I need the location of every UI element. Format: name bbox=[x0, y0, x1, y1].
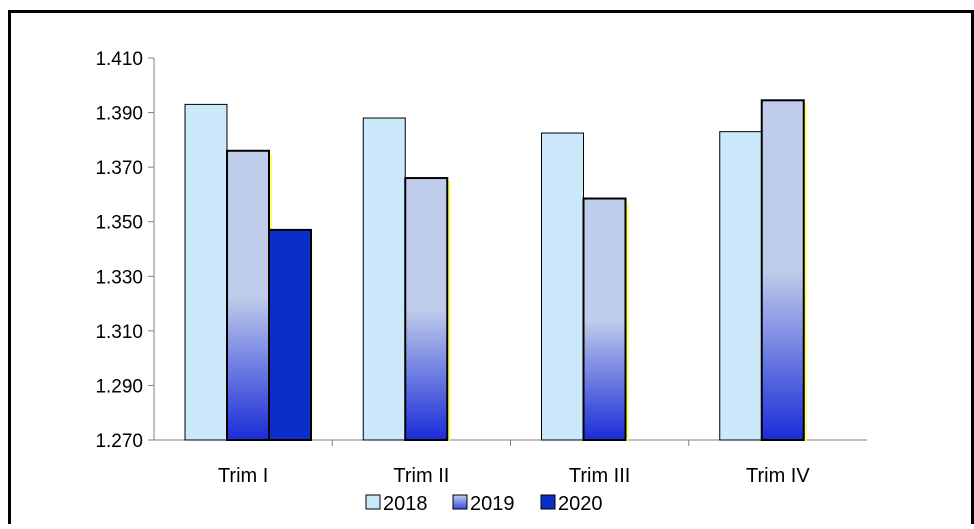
bar-2019-trim-iv bbox=[760, 99, 805, 442]
x-axis-categories: Trim I Trim II Trim III Trim IV bbox=[218, 465, 810, 487]
y-tick-label: 1.310 bbox=[95, 322, 143, 343]
bar-2020-trim-i bbox=[268, 228, 312, 441]
bar-2019-trim-i bbox=[226, 149, 270, 441]
legend-swatch-2020 bbox=[540, 494, 556, 510]
bar-2018-trim-i bbox=[184, 103, 228, 441]
bar-2018-trim-ii bbox=[362, 117, 406, 441]
y-axis-ticks: 1.270 1.290 1.310 1.330 1.350 1.370 1.390 1.410 bbox=[95, 49, 154, 452]
legend-label-2020: 2020 bbox=[558, 493, 603, 515]
bar-2018-trim-iii bbox=[541, 132, 584, 441]
legend: 2018 2019 2020 bbox=[365, 493, 603, 515]
bar-2019-trim-ii bbox=[404, 177, 449, 442]
category-label: Trim I bbox=[218, 465, 268, 487]
y-tick-label: 1.350 bbox=[95, 213, 143, 234]
bar-chart: 1.270 1.290 1.310 1.330 1.350 1.370 1.390 1.410… bbox=[95, 49, 867, 515]
bar-2019-trim-iii bbox=[582, 197, 627, 441]
category-label: Trim IV bbox=[746, 465, 810, 487]
bar-2018-trim-iv bbox=[719, 131, 763, 441]
legend-swatch-2019 bbox=[452, 494, 468, 510]
y-tick-label: 1.410 bbox=[95, 49, 143, 70]
chart-frame: 1.270 1.290 1.310 1.330 1.350 1.370 1.390 1.410… bbox=[8, 10, 974, 524]
y-tick-label: 1.270 bbox=[95, 431, 143, 452]
category-label: Trim III bbox=[569, 465, 630, 487]
y-tick-label: 1.370 bbox=[95, 158, 143, 179]
legend-swatch-2018 bbox=[365, 494, 381, 510]
legend-label-2019: 2019 bbox=[470, 493, 515, 515]
bars bbox=[184, 99, 807, 442]
y-tick-label: 1.330 bbox=[95, 267, 143, 288]
category-label: Trim II bbox=[393, 465, 449, 487]
legend-label-2018: 2018 bbox=[383, 493, 428, 515]
y-tick-label: 1.290 bbox=[95, 376, 143, 397]
y-tick-label: 1.390 bbox=[95, 104, 143, 125]
